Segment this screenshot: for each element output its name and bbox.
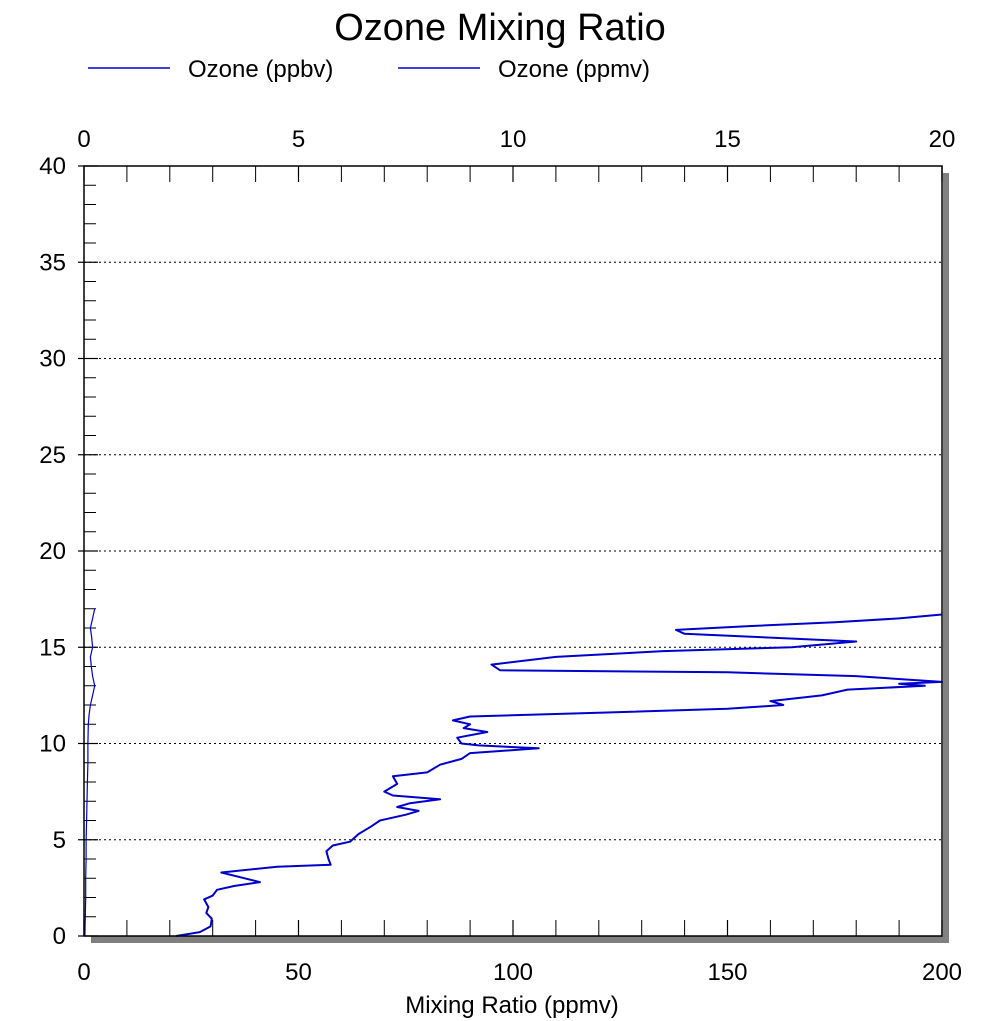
- plot-frame: [83, 165, 943, 937]
- x-top-tick-label-5: 5: [292, 126, 305, 153]
- legend-label-ppmv: Ozone (ppmv): [498, 56, 650, 83]
- series-line-ozone-ppmv: [84, 608, 96, 937]
- y-tick-label-15: 15: [39, 634, 66, 661]
- x-bottom-tick-label-0: 0: [77, 959, 90, 986]
- y-tick-label-20: 20: [39, 538, 66, 565]
- series-line-ozone-ppbv: [176, 613, 943, 937]
- y-tick-label-35: 35: [39, 249, 66, 276]
- y-tick-label-25: 25: [39, 442, 66, 469]
- y-tick-label-30: 30: [39, 346, 66, 373]
- y-tick-label-10: 10: [39, 731, 66, 758]
- plot-shadow-right: [943, 173, 949, 943]
- y-tick-label-40: 40: [39, 153, 66, 180]
- y-tick-label-5: 5: [53, 827, 66, 854]
- plot-area: [84, 166, 942, 936]
- x-bottom-tick-label-200: 200: [922, 959, 962, 986]
- x-top-tick-label-0: 0: [77, 126, 90, 153]
- chart-title: Ozone Mixing Ratio: [334, 7, 666, 49]
- x-top-tick-label-20: 20: [929, 126, 956, 153]
- series-layer: [84, 608, 943, 937]
- legend-label-ppbv: Ozone (ppbv): [188, 56, 333, 83]
- tick-labels: 0 5 10 15 20 25 30 35 40 0 50 100 150 200 0 5 10 15 20: [39, 126, 962, 986]
- legend: Ozone (ppbv) Ozone (ppmv): [88, 56, 650, 83]
- plot-shadow-bottom: [91, 936, 949, 943]
- x-bottom-tick-label-50: 50: [285, 959, 312, 986]
- y-tick-label-0: 0: [53, 923, 66, 950]
- x-axis-label: Mixing Ratio (ppmv): [405, 992, 618, 1019]
- x-bottom-tick-label-100: 100: [493, 959, 533, 986]
- x-bottom-tick-label-150: 150: [707, 959, 747, 986]
- x-top-tick-label-10: 10: [500, 126, 527, 153]
- x-top-tick-label-15: 15: [714, 126, 741, 153]
